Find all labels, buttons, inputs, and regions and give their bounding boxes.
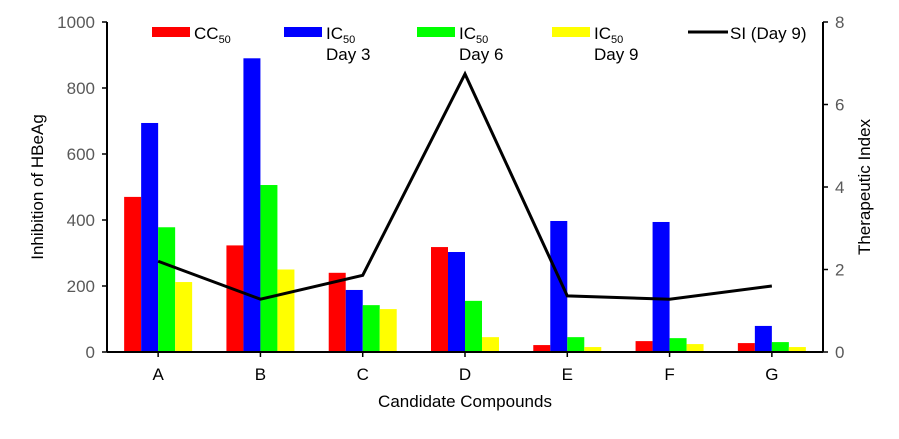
legend-label-line2: Day 3 — [326, 45, 370, 64]
legend-label: IC50 — [594, 24, 623, 46]
x-tick-label: E — [562, 365, 573, 384]
bar — [635, 341, 653, 352]
legend-label: IC50 — [459, 24, 488, 46]
si-line — [157, 70, 773, 301]
x-tick-label: A — [152, 365, 164, 384]
bar — [584, 347, 602, 352]
legend-label-line2: Day 9 — [594, 45, 638, 64]
axes-group: 0 200 400 600 800 1000 0 2 4 6 8 A B C D E F G — [57, 13, 844, 384]
bar — [158, 227, 176, 352]
bar — [567, 337, 585, 352]
bar — [345, 289, 363, 352]
y2-tick-label: 6 — [835, 96, 844, 115]
bar — [431, 247, 448, 352]
bar — [482, 337, 499, 352]
si-line-group — [157, 70, 773, 301]
x-tick-label: D — [459, 365, 471, 384]
y-axis-title: Inhibition of HBeAg — [28, 114, 47, 260]
bar — [771, 342, 789, 352]
y-tick-label: 800 — [67, 79, 95, 98]
bar — [686, 344, 704, 352]
y2-tick-label: 8 — [835, 13, 844, 32]
legend-label: IC50 — [326, 24, 355, 46]
bar — [754, 325, 772, 352]
bar — [550, 220, 568, 352]
y2-axis-title: Therapeutic Index — [855, 118, 874, 255]
y-tick-label: 200 — [67, 277, 95, 296]
bar — [328, 272, 346, 352]
legend-label: CC50 — [194, 24, 231, 46]
bar — [260, 185, 278, 352]
legend-swatch — [552, 27, 590, 37]
bar — [379, 309, 397, 352]
y2-tick-label: 0 — [835, 343, 844, 362]
bar — [141, 122, 159, 352]
legend-swatch — [284, 27, 322, 37]
x-tick-label: B — [255, 365, 266, 384]
x-axis-title: Candidate Compounds — [378, 392, 552, 411]
bar — [669, 338, 687, 352]
y2-tick-label: 4 — [835, 178, 844, 197]
legend-swatch — [152, 27, 190, 37]
bar — [788, 347, 806, 352]
legend-swatch — [417, 27, 455, 37]
bar — [362, 305, 380, 352]
bar — [448, 252, 465, 352]
bar — [243, 58, 261, 353]
y-tick-label: 1000 — [57, 13, 95, 32]
y2-tick-label: 2 — [835, 261, 844, 280]
bar — [652, 221, 670, 352]
legend-label-line2: Day 6 — [459, 45, 503, 64]
bar — [226, 245, 244, 352]
y-tick-label: 600 — [67, 145, 95, 164]
bar-series-group — [124, 58, 806, 353]
legend-label: SI (Day 9) — [730, 24, 807, 43]
bar — [465, 300, 482, 352]
bar — [737, 343, 755, 352]
bar — [533, 345, 551, 352]
x-tick-label: G — [765, 365, 778, 384]
y-tick-label: 0 — [86, 343, 95, 362]
bar — [277, 269, 295, 352]
bar — [175, 282, 193, 352]
y-tick-label: 400 — [67, 211, 95, 230]
x-tick-label: F — [664, 365, 674, 384]
x-tick-label: C — [357, 365, 369, 384]
bar — [124, 196, 142, 352]
